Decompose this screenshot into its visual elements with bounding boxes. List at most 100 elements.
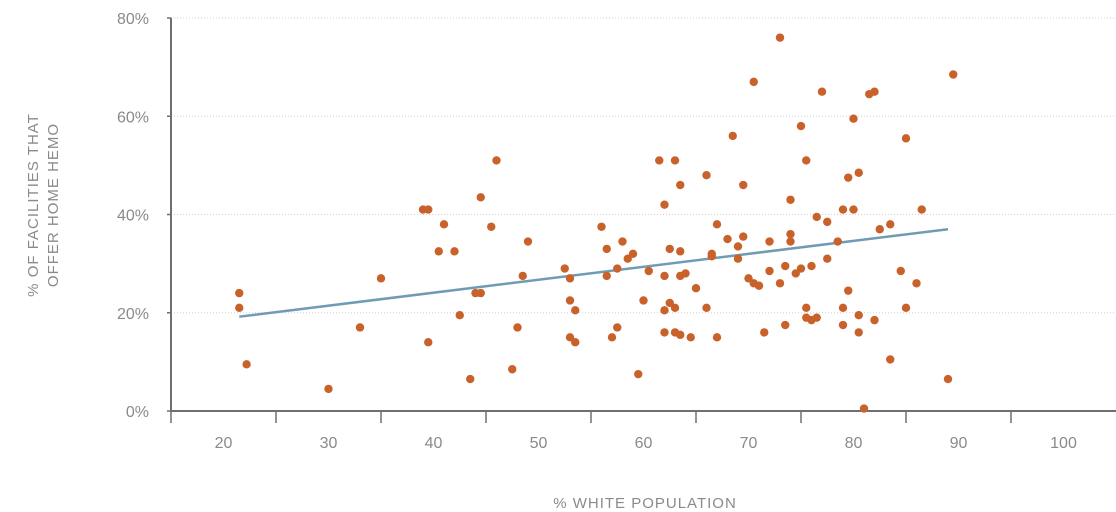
data-point <box>901 303 911 313</box>
data-point <box>676 247 685 256</box>
data-point <box>854 168 863 177</box>
data-point <box>896 266 905 276</box>
data-point <box>838 303 848 313</box>
data-point <box>518 271 527 281</box>
data-point <box>686 333 695 342</box>
data-point <box>560 264 569 273</box>
x-tick-label: 60 <box>635 435 653 452</box>
axes <box>167 17 1116 423</box>
data-point <box>754 281 764 290</box>
data-point <box>802 156 811 165</box>
data-point <box>702 171 711 180</box>
x-tick-label: 20 <box>215 435 233 452</box>
data-point <box>870 87 879 96</box>
data-point <box>565 333 575 342</box>
data-point <box>508 365 517 374</box>
data-point <box>786 229 795 239</box>
data-point <box>676 330 685 340</box>
data-point <box>739 232 748 241</box>
x-tick-label: 90 <box>950 435 968 452</box>
data-point <box>765 237 774 246</box>
data-point <box>786 237 795 246</box>
data-point <box>424 205 433 214</box>
data-point <box>849 114 858 123</box>
data-point <box>613 264 622 273</box>
data-point <box>450 247 459 256</box>
x-axis-title: % WHITE POPULATION <box>553 495 737 512</box>
data-point <box>602 244 611 254</box>
data-point <box>886 220 895 229</box>
data-point <box>712 333 722 342</box>
data-point <box>723 234 732 244</box>
data-point <box>618 237 627 246</box>
data-point <box>854 328 863 337</box>
data-point <box>691 283 701 293</box>
y-tick-label: 40% <box>117 208 149 225</box>
y-tick-label: 80% <box>117 11 149 28</box>
x-tick-label: 40 <box>425 435 443 452</box>
data-point <box>655 156 664 165</box>
data-point <box>812 313 821 322</box>
data-point <box>838 320 848 330</box>
data-point <box>623 254 632 263</box>
data-point <box>235 288 244 298</box>
data-points <box>235 33 958 413</box>
data-point <box>901 134 911 143</box>
data-point <box>870 315 879 325</box>
data-point <box>670 156 680 165</box>
data-point <box>571 338 580 347</box>
data-point <box>665 298 674 308</box>
data-point <box>324 384 333 394</box>
data-point <box>833 237 842 246</box>
data-point <box>639 296 648 305</box>
data-point <box>376 274 386 283</box>
data-point <box>849 205 858 214</box>
data-point <box>571 306 580 315</box>
data-point <box>523 237 533 246</box>
y-tick-label: 0% <box>126 404 149 421</box>
gridlines <box>171 17 1116 314</box>
data-point <box>854 311 863 320</box>
data-point <box>487 222 496 231</box>
data-point <box>875 225 884 234</box>
data-point <box>791 269 800 278</box>
data-point <box>597 222 606 231</box>
y-axis-title-line-1: % OF FACILITIES THAT <box>25 113 42 297</box>
data-point <box>886 355 895 364</box>
data-point <box>476 288 485 298</box>
trendline-group <box>239 227 949 318</box>
data-point <box>660 306 669 315</box>
data-point <box>844 286 853 295</box>
data-point <box>760 328 769 337</box>
data-point <box>602 271 611 281</box>
data-point <box>476 193 485 202</box>
data-point <box>644 266 653 276</box>
data-point <box>707 252 716 261</box>
y-tick-label: 60% <box>117 109 149 126</box>
data-point <box>670 303 680 313</box>
trendline <box>239 227 949 318</box>
data-point <box>733 242 743 251</box>
x-tick-label: 70 <box>740 435 758 452</box>
data-point <box>235 303 244 313</box>
y-tick-label: 20% <box>117 306 149 323</box>
y-axis-title: % OF FACILITIES THAT OFFER HOME HEMO <box>25 113 62 297</box>
data-point <box>844 173 853 182</box>
data-point <box>812 212 821 222</box>
data-point <box>634 369 643 379</box>
data-point <box>796 264 806 273</box>
data-point <box>781 320 790 330</box>
data-point <box>823 217 832 227</box>
data-point <box>565 274 575 283</box>
tick-labels: 0% 20% 40% 60% 80% 20 30 40 50 60 70 80 90 100 <box>117 11 1077 452</box>
x-tick-label: 80 <box>845 435 863 452</box>
data-point <box>917 205 926 214</box>
data-point <box>355 323 365 332</box>
data-point <box>466 374 475 384</box>
data-point <box>728 131 737 141</box>
data-point <box>765 266 774 276</box>
data-point <box>943 374 953 384</box>
data-point <box>455 311 464 320</box>
data-point <box>949 70 958 79</box>
data-point <box>802 303 811 313</box>
